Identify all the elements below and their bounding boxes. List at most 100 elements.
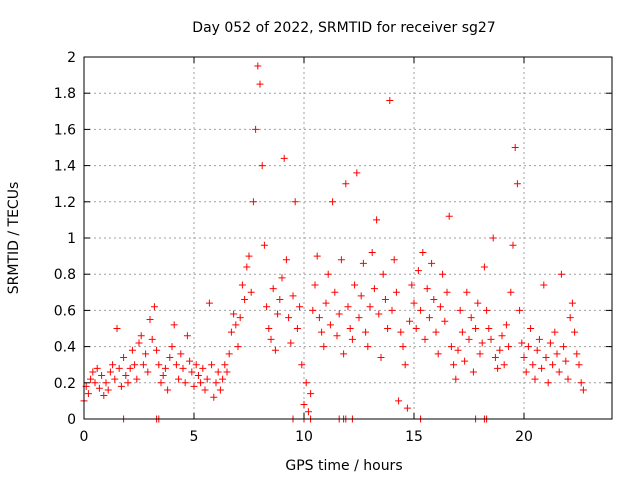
data-point bbox=[203, 375, 211, 383]
data-point bbox=[249, 198, 257, 206]
data-point bbox=[183, 332, 191, 340]
data-point bbox=[335, 310, 343, 318]
data-point bbox=[269, 285, 277, 293]
y-tick-label: 1.6 bbox=[54, 122, 76, 138]
data-point bbox=[524, 343, 532, 351]
x-tick-label: 5 bbox=[190, 429, 199, 445]
data-point bbox=[408, 281, 416, 289]
data-point bbox=[395, 397, 403, 405]
data-point bbox=[476, 350, 484, 358]
data-point bbox=[304, 408, 312, 416]
data-point bbox=[500, 361, 508, 369]
data-point bbox=[326, 321, 334, 329]
data-point bbox=[153, 346, 161, 354]
data-point bbox=[344, 303, 352, 311]
data-point bbox=[227, 328, 235, 336]
data-point bbox=[311, 281, 319, 289]
data-point bbox=[353, 169, 361, 177]
x-axis-label: GPS time / hours bbox=[285, 458, 402, 474]
data-point bbox=[406, 317, 414, 325]
data-point bbox=[483, 306, 491, 314]
y-tick-label: 2 bbox=[67, 50, 76, 66]
data-point bbox=[511, 144, 519, 151]
data-point bbox=[425, 314, 433, 322]
data-point bbox=[577, 379, 585, 387]
data-point bbox=[364, 343, 372, 351]
data-point bbox=[115, 364, 123, 372]
data-point bbox=[315, 314, 323, 322]
data-point bbox=[219, 375, 227, 383]
data-point bbox=[362, 328, 370, 336]
data-point bbox=[379, 270, 387, 278]
data-point bbox=[197, 379, 205, 387]
data-point bbox=[417, 306, 425, 314]
data-point bbox=[282, 256, 290, 264]
data-point bbox=[179, 364, 187, 372]
data-point bbox=[348, 335, 356, 343]
data-point bbox=[307, 390, 315, 398]
data-point bbox=[384, 325, 392, 332]
data-point bbox=[337, 256, 345, 264]
data-point bbox=[131, 361, 139, 369]
data-point bbox=[571, 328, 579, 336]
x-tick-label: 0 bbox=[80, 429, 89, 445]
data-point bbox=[513, 180, 521, 188]
data-point bbox=[518, 339, 526, 347]
data-point bbox=[340, 350, 348, 358]
data-point bbox=[133, 375, 141, 383]
data-point bbox=[124, 379, 132, 387]
data-point bbox=[540, 281, 548, 289]
data-point bbox=[291, 198, 299, 206]
data-point bbox=[117, 382, 125, 390]
data-point bbox=[423, 285, 431, 293]
data-point bbox=[309, 306, 317, 314]
data-point bbox=[546, 339, 554, 347]
data-point bbox=[254, 62, 262, 70]
data-point bbox=[199, 364, 207, 372]
data-point bbox=[205, 299, 213, 307]
data-point bbox=[357, 292, 365, 300]
data-points bbox=[80, 62, 587, 423]
data-point bbox=[293, 325, 301, 332]
data-point bbox=[258, 162, 266, 170]
data-point bbox=[263, 303, 271, 311]
data-point bbox=[216, 386, 224, 394]
y-tick-label: 0.6 bbox=[54, 303, 76, 319]
data-point bbox=[201, 386, 209, 394]
data-point bbox=[106, 368, 114, 376]
data-point bbox=[544, 379, 552, 387]
data-point bbox=[104, 386, 112, 394]
data-point bbox=[397, 328, 405, 336]
data-point bbox=[208, 361, 216, 369]
data-point bbox=[177, 350, 185, 358]
data-point bbox=[505, 343, 513, 351]
data-point bbox=[564, 375, 572, 383]
data-point bbox=[113, 325, 121, 332]
data-point bbox=[392, 288, 400, 296]
data-point bbox=[399, 343, 407, 351]
data-point bbox=[579, 386, 587, 394]
data-point bbox=[421, 335, 429, 343]
data-point bbox=[212, 379, 220, 387]
data-point bbox=[366, 303, 374, 311]
data-point bbox=[480, 263, 488, 271]
data-point bbox=[135, 339, 143, 347]
data-point bbox=[172, 361, 180, 369]
data-point bbox=[186, 357, 194, 365]
data-point bbox=[271, 346, 279, 354]
data-point bbox=[247, 288, 255, 296]
data-point bbox=[276, 296, 284, 304]
data-point bbox=[87, 375, 95, 383]
data-point bbox=[355, 314, 363, 322]
y-tick-label: 0.2 bbox=[54, 376, 76, 392]
data-point bbox=[412, 325, 420, 332]
data-point bbox=[375, 310, 383, 318]
data-point bbox=[419, 248, 427, 256]
data-point bbox=[368, 248, 376, 256]
data-point bbox=[280, 154, 288, 162]
data-point bbox=[95, 384, 103, 392]
data-point bbox=[166, 353, 174, 361]
data-point bbox=[498, 332, 506, 340]
data-point bbox=[265, 325, 273, 332]
